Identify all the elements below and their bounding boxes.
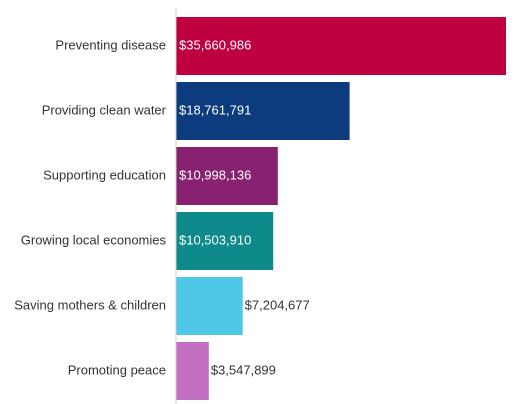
category-label-growing-local-economies: Growing local economies: [21, 232, 167, 247]
value-label-supporting-education: $10,998,136: [179, 167, 251, 182]
value-label-saving-mothers-and-children: $7,204,677: [245, 297, 310, 312]
value-label-providing-clean-water: $18,761,791: [179, 102, 251, 117]
bars-group: [176, 17, 506, 400]
value-label-preventing-disease: $35,660,986: [179, 37, 251, 52]
category-labels-group: Preventing disease Providing clean water S…: [14, 37, 166, 377]
bar-preventing-disease: [176, 17, 506, 75]
value-label-promoting-peace: $3,547,899: [211, 362, 276, 377]
bar-promoting-peace: [176, 342, 209, 400]
category-label-preventing-disease: Preventing disease: [55, 37, 166, 52]
bar-saving-mothers-and-children: [176, 277, 243, 335]
bar-growing-local-economies: [176, 212, 274, 270]
bar-supporting-education: [176, 147, 278, 205]
value-label-growing-local-economies: $10,503,910: [179, 232, 251, 247]
category-label-saving-mothers-and-children: Saving mothers & children: [14, 297, 166, 312]
value-labels-group: $35,660,986 $18,761,791 $10,998,136 $10,503…: [179, 37, 310, 377]
category-label-supporting-education: Supporting education: [43, 167, 166, 182]
category-label-providing-clean-water: Providing clean water: [42, 102, 167, 117]
category-label-promoting-peace: Promoting peace: [68, 362, 166, 377]
bar-providing-clean-water: [176, 82, 350, 140]
